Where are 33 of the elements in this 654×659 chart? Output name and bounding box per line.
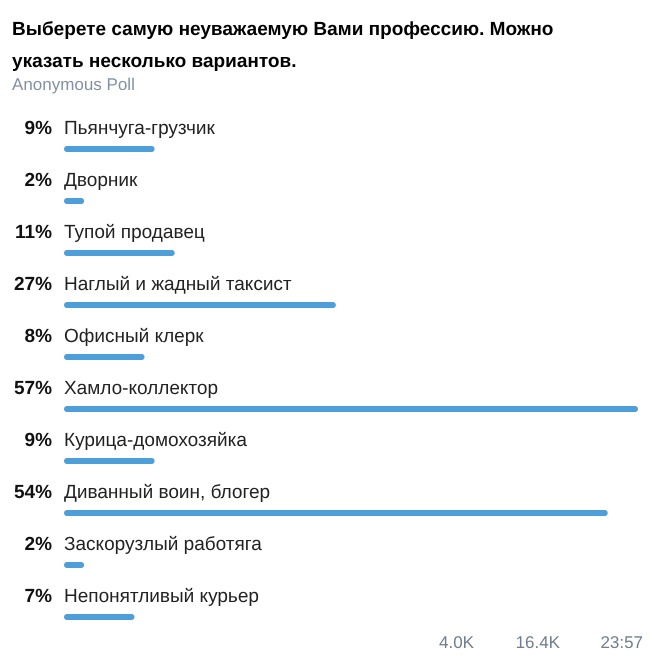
- y-tick-label: Хамло-коллектор: [64, 378, 218, 399]
- y-tick-label: Дворник: [64, 170, 138, 191]
- bar: [64, 354, 145, 360]
- data-label: 7%: [24, 586, 52, 607]
- data-label: 2%: [24, 170, 52, 191]
- data-label: 27%: [14, 274, 52, 295]
- text: 16.4K: [516, 633, 561, 652]
- data-label: 9%: [24, 118, 52, 139]
- y-tick-label: Офисный клерк: [64, 326, 204, 347]
- y-tick-label: Заскорузлый работяга: [64, 534, 262, 555]
- y-tick-label: Тупой продавец: [64, 222, 205, 243]
- bar: [64, 458, 155, 464]
- y-tick-label: Пьянчуга-грузчик: [64, 118, 216, 139]
- data-label: 2%: [24, 534, 52, 555]
- chart-subtitle: Anonymous Poll: [12, 75, 135, 94]
- chart-title: Выберете самую неуважаемую Вами профессию. Можно указать несколько вариантов.: [12, 19, 554, 72]
- data-label: 11%: [15, 222, 52, 243]
- bar: [64, 510, 608, 516]
- text: 23:57: [600, 633, 643, 652]
- bar: [64, 614, 134, 620]
- y-tick-label: Непонятливый курьер: [64, 586, 259, 607]
- data-label: 9%: [24, 430, 52, 451]
- bar: [64, 146, 155, 152]
- y-tick-label: Наглый и жадный таксист: [64, 274, 292, 295]
- bar: [64, 406, 638, 412]
- text: 4.0K: [439, 633, 475, 652]
- bar: [64, 302, 336, 308]
- data-label: 54%: [14, 482, 52, 503]
- bar: [64, 250, 175, 256]
- data-label: 57%: [14, 378, 52, 399]
- y-tick-label: Курица-домохозяйка: [64, 430, 248, 451]
- y-tick-label: Диванный воин, блогер: [64, 482, 270, 503]
- data-label: 8%: [24, 326, 52, 347]
